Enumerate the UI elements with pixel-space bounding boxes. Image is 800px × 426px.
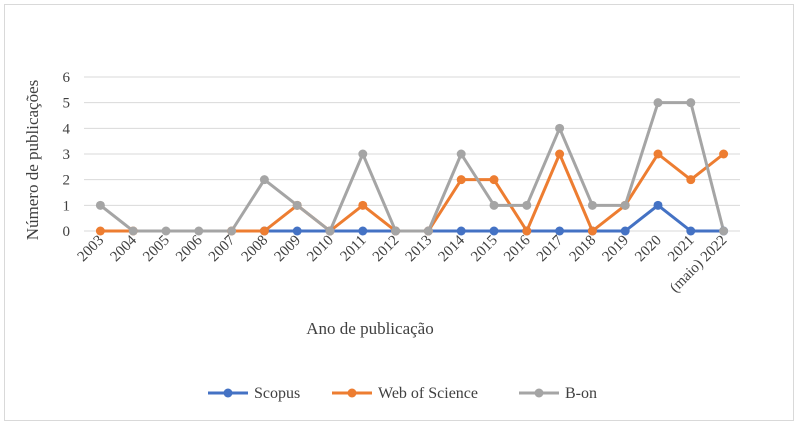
data-point-b-on (522, 200, 532, 210)
data-point-web-of-science (522, 226, 532, 236)
y-tick-label: 2 (63, 173, 71, 189)
data-point-scopus (653, 200, 663, 210)
data-point-web-of-science (259, 226, 269, 236)
data-point-scopus (686, 226, 696, 236)
x-tick-label: 2017 (534, 232, 567, 265)
legend-label: Web of Science (378, 385, 478, 402)
data-point-b-on (653, 98, 663, 108)
legend-item: Web of Science (332, 385, 478, 402)
data-point-b-on (95, 200, 105, 210)
data-point-web-of-science (653, 149, 663, 159)
data-point-b-on (423, 226, 433, 236)
chart-frame (4, 4, 794, 421)
x-tick-label: 2012 (370, 233, 403, 266)
data-point-scopus (620, 226, 630, 236)
series-markers (95, 98, 729, 236)
data-point-scopus (456, 226, 466, 236)
legend: Scopus Web of Science B-on (208, 385, 597, 402)
data-point-b-on (587, 200, 597, 210)
legend-label: B-on (565, 385, 597, 402)
y-tick-label: 5 (63, 96, 71, 112)
x-axis-title: Ano de publicação (306, 319, 433, 338)
data-point-b-on (620, 200, 630, 210)
y-tick-label: 3 (63, 147, 71, 163)
data-point-web-of-science (358, 200, 368, 210)
y-tick-label: 6 (63, 70, 71, 86)
x-tick-label: 2018 (567, 233, 600, 266)
data-point-b-on (489, 200, 499, 210)
data-point-b-on (719, 226, 729, 236)
x-tick-label: 2019 (600, 233, 633, 266)
data-point-b-on (259, 175, 269, 185)
data-point-scopus (358, 226, 368, 236)
x-tick-label: 2011 (337, 233, 369, 265)
y-tick-label: 4 (63, 121, 71, 137)
x-tick-label: 2013 (403, 233, 436, 266)
series-lines (98, 101, 726, 233)
x-tick-label: 2015 (468, 233, 501, 266)
data-point-b-on (161, 226, 171, 236)
data-point-web-of-science (587, 226, 597, 236)
x-tick-label: 2006 (173, 232, 206, 265)
y-tick-labels: 0 1 2 3 4 5 6 (63, 70, 71, 240)
data-point-b-on (555, 123, 565, 133)
data-point-b-on (292, 200, 302, 210)
x-tick-label: 2020 (632, 233, 665, 266)
x-tick-label: 2014 (436, 232, 469, 265)
data-point-b-on (686, 98, 696, 108)
y-axis-title: Número de publicações (23, 80, 42, 241)
series-line-b-on (98, 101, 726, 233)
x-tick-label: 2009 (272, 233, 305, 266)
legend-item: B-on (519, 385, 597, 402)
data-point-web-of-science (489, 175, 499, 185)
x-tick-label: 2007 (206, 232, 239, 265)
x-tick-label: 2010 (304, 233, 337, 266)
data-point-web-of-science (95, 226, 105, 236)
data-point-b-on (325, 226, 335, 236)
data-point-scopus (292, 226, 302, 236)
x-tick-label: 2008 (239, 233, 272, 266)
x-tick-labels: 2003 2004 2005 2006 2007 2008 2009 2010 2011 2012… (75, 232, 731, 296)
series-line-web-of-science (230, 152, 726, 233)
x-tick-label: 2016 (501, 232, 534, 265)
legend-item: Scopus (208, 385, 300, 402)
x-tick-label: 2004 (108, 232, 141, 265)
data-point-b-on (358, 149, 368, 159)
data-point-web-of-science (555, 149, 565, 159)
legend-swatch-marker (223, 388, 233, 398)
x-tick-label: 2003 (75, 233, 108, 266)
y-tick-label: 1 (63, 198, 71, 214)
data-point-b-on (128, 226, 138, 236)
data-point-b-on (227, 226, 237, 236)
data-point-web-of-science (686, 175, 696, 185)
data-point-web-of-science (456, 175, 466, 185)
data-point-b-on (194, 226, 204, 236)
legend-swatch-marker (534, 388, 544, 398)
legend-label: Scopus (254, 385, 300, 402)
data-point-web-of-science (719, 149, 729, 159)
data-point-scopus (555, 226, 565, 236)
data-point-b-on (456, 149, 466, 159)
data-point-scopus (489, 226, 499, 236)
y-tick-label: 0 (63, 224, 71, 240)
x-tick-label: 2005 (140, 233, 173, 266)
legend-swatch-marker (347, 388, 357, 398)
data-point-b-on (391, 226, 401, 236)
